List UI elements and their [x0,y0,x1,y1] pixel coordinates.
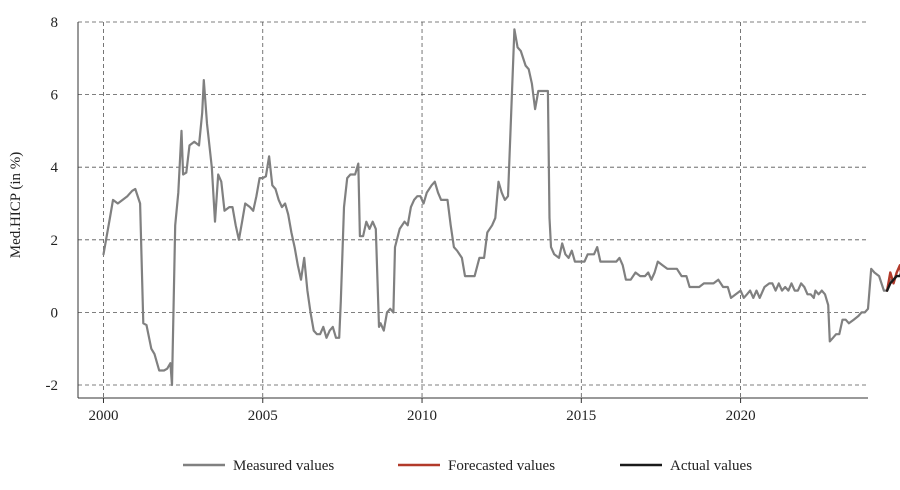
tick-labels: -2 0 2 4 6 8 2000 2005 2010 2015 2020 [46,15,756,424]
x-tick-label-2: 2010 [407,408,437,424]
x-tick-label-3: 2015 [566,408,596,424]
axes [78,22,868,403]
y-tick-label-3: 4 [51,160,59,176]
x-tick-label-4: 2020 [726,408,756,424]
y-tick-label-2: 2 [51,233,59,249]
y-tick-label-5: 8 [51,15,59,31]
x-tick-label-0: 2000 [88,408,118,424]
y-tick-label-1: 0 [51,305,59,321]
x-tick-label-1: 2005 [248,408,278,424]
legend-label-forecasted-values: Forecasted values [448,458,555,474]
legend-item-forecasted-values: Forecasted values [398,458,555,474]
y-tick-label-0: -2 [46,378,59,394]
legend: Measured values Forecasted values Actual v… [183,458,752,474]
series-line-measured-values [104,29,891,385]
series-lines [104,29,900,385]
legend-label-measured-values: Measured values [233,458,334,474]
grid [78,22,868,398]
legend-item-measured-values: Measured values [183,458,334,474]
legend-item-actual-values: Actual values [620,458,752,474]
y-axis-label: Med.HICP (in %) [8,152,24,259]
legend-label-actual-values: Actual values [670,458,752,474]
y-tick-label-4: 6 [51,88,59,104]
